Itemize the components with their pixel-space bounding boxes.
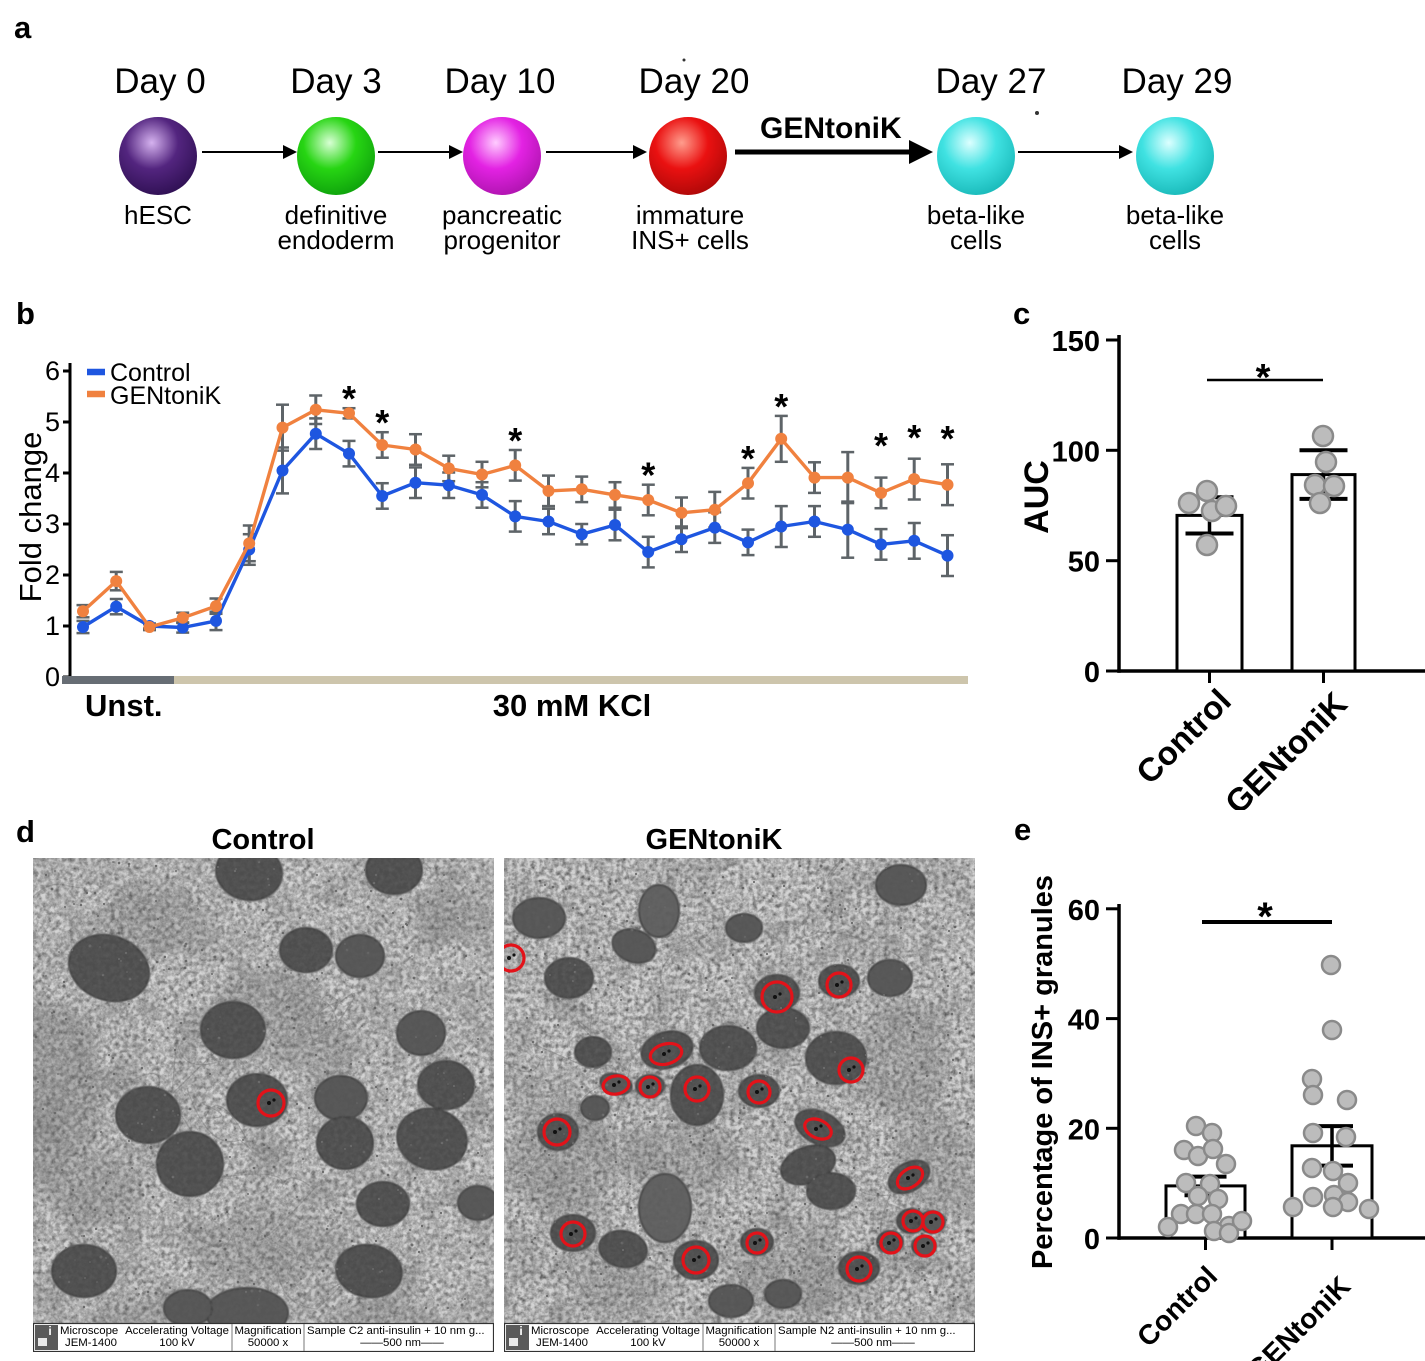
svg-text:0: 0 [1084,1224,1100,1256]
svg-text:50000 x: 50000 x [719,1337,760,1349]
svg-text:100: 100 [1052,436,1100,468]
svg-text:*: * [940,418,954,459]
svg-text:50: 50 [1068,547,1100,579]
svg-text:*: * [907,417,921,458]
svg-text:Sample N2 anti-insulin + 10 nm: Sample N2 anti-insulin + 10 nm g... [778,1325,956,1337]
svg-text:*: * [874,425,888,466]
svg-text:Control: Control [1129,682,1238,791]
svg-text:40: 40 [1068,1005,1100,1037]
svg-text:100 kV: 100 kV [159,1337,195,1349]
svg-text:*: * [1257,895,1273,939]
svg-text:Magnification: Magnification [705,1325,772,1337]
svg-text:Percentage of INS+ granules: Percentage of INS+ granules [1027,875,1059,1269]
svg-text:Microscope: Microscope [531,1325,589,1337]
svg-text:i: i [519,1324,522,1338]
svg-text:i: i [48,1324,51,1338]
svg-text:20: 20 [1068,1114,1100,1146]
svg-text:*: * [375,402,389,443]
svg-text:JEM-1400: JEM-1400 [65,1337,117,1349]
svg-text:100 kV: 100 kV [630,1337,666,1349]
svg-text:60: 60 [1068,895,1100,927]
svg-text:Microscope: Microscope [60,1325,118,1337]
svg-text:*: * [508,420,522,461]
svg-text:——500 nm——: ——500 nm—— [360,1337,444,1349]
svg-text:JEM-1400: JEM-1400 [536,1337,588,1349]
svg-text:0: 0 [1084,657,1100,689]
svg-text:30 mM KCl: 30 mM KCl [493,688,651,723]
svg-text:2: 2 [45,560,60,590]
svg-text:Control: Control [110,359,191,387]
svg-text:150: 150 [1052,326,1100,358]
svg-text:AUC: AUC [1018,460,1056,534]
svg-text:4: 4 [45,458,60,488]
svg-text:*: * [641,455,655,496]
svg-text:1: 1 [45,611,60,641]
svg-text:*: * [1256,357,1271,399]
svg-text:Accelerating Voltage: Accelerating Voltage [596,1325,700,1337]
svg-text:6: 6 [45,356,60,386]
svg-text:Accelerating Voltage: Accelerating Voltage [125,1325,229,1337]
svg-text:GENtoniK: GENtoniK [1218,685,1354,810]
svg-text:0: 0 [45,662,60,692]
svg-text:——500 nm——: ——500 nm—— [831,1337,915,1349]
svg-text:*: * [741,438,755,479]
svg-text:Unst.: Unst. [85,688,163,723]
svg-text:50000 x: 50000 x [248,1337,289,1349]
svg-text:3: 3 [45,509,60,539]
svg-text:GENtoniK: GENtoniK [110,382,221,410]
svg-text:5: 5 [45,407,60,437]
svg-text:*: * [774,386,788,427]
svg-text:Control: Control [1131,1260,1223,1352]
svg-text:GENtoniK: GENtoniK [1241,1270,1356,1361]
svg-text:Fold change: Fold change [13,432,48,603]
svg-text:Sample C2 anti-insulin + 10 nm: Sample C2 anti-insulin + 10 nm g... [307,1325,485,1337]
svg-text:Magnification: Magnification [234,1325,301,1337]
svg-text:*: * [342,378,356,419]
